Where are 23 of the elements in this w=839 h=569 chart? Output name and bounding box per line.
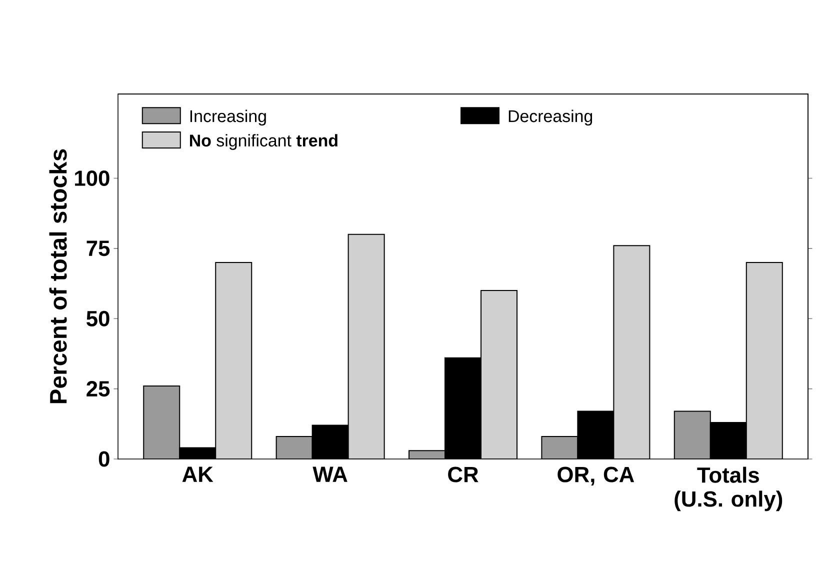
legend-label: Increasing [190, 110, 266, 126]
legend-label: No significant trend [190, 134, 338, 150]
x-tick-label: WA [312, 466, 348, 482]
y-tick-label: 25 [86, 381, 110, 397]
y-axis-title: Percent of total stocks [49, 149, 67, 404]
y-tick-label: 100 [75, 170, 110, 186]
bar [542, 436, 578, 459]
x-tick-label: OR, CA [558, 466, 634, 486]
bar [144, 386, 180, 459]
y-tick-label: 75 [86, 240, 110, 256]
bar [348, 234, 384, 459]
x-tick-label: Totals (U.S. only) [674, 466, 782, 512]
bar [216, 262, 252, 459]
x-tick-label: CR [448, 466, 478, 482]
bar [614, 246, 650, 459]
y-tick-label: 50 [86, 310, 110, 326]
bar [276, 436, 312, 459]
bar [674, 410, 711, 459]
bar [746, 262, 783, 459]
y-tick-label: 0 [98, 451, 110, 467]
x-tick-label: AK [182, 466, 214, 482]
bar [481, 290, 518, 459]
legend-label: Decreasing [508, 110, 592, 126]
